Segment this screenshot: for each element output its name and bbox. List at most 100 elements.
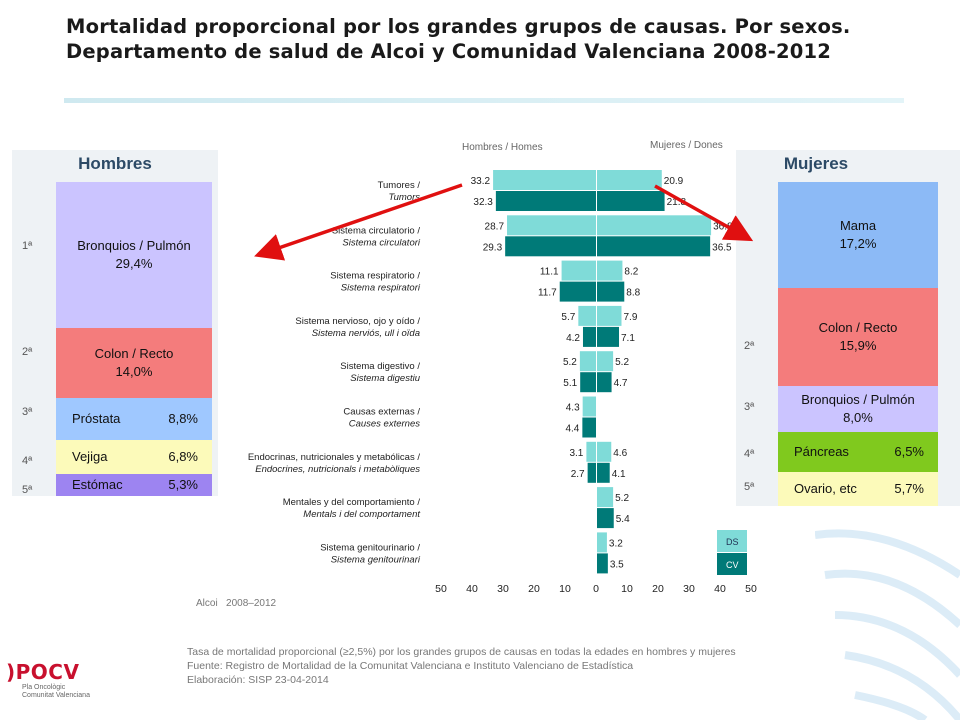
x-tick-label: 20 <box>652 583 664 595</box>
cause-name: Mama <box>839 218 877 233</box>
x-tick-label: 10 <box>559 583 571 595</box>
mujeres-rank-3: Bronquios / Pulmón 8,0% <box>778 386 938 432</box>
cause-value: 5,7% <box>894 481 924 496</box>
legend-cv-swatch <box>717 553 747 575</box>
cause-name: Páncreas <box>794 444 849 459</box>
bar-men-ds <box>582 396 596 417</box>
bar-men-ds <box>586 441 596 462</box>
cause-name: Colon / Recto <box>94 346 174 361</box>
bar-men-cv <box>505 236 596 257</box>
cause-value: 15,9% <box>839 338 877 353</box>
x-tick-label: 50 <box>435 583 447 595</box>
data-label: 7.1 <box>621 333 635 344</box>
rank-label: 4ª <box>22 455 33 467</box>
cause-value: 8,8% <box>168 411 198 426</box>
bar-women-cv <box>597 553 608 574</box>
data-label: 4.2 <box>566 333 580 344</box>
bar-women-ds <box>597 215 712 236</box>
cause-value: 29,4% <box>115 256 153 271</box>
category-label: Sistema nervioso, ojo y oído / <box>295 316 420 327</box>
bar-women-ds <box>597 305 622 326</box>
left-header: Hombres / Homes <box>462 142 543 153</box>
x-tick-label: 40 <box>466 583 478 595</box>
data-label: 8.8 <box>626 288 640 299</box>
data-label: 4.4 <box>565 424 579 435</box>
cause-value: 17,2% <box>839 236 877 251</box>
cause-name: Bronquios / Pulmón <box>801 392 915 407</box>
data-label: 32.3 <box>473 197 493 208</box>
data-label: 20.9 <box>664 176 684 187</box>
x-tick-label: 20 <box>528 583 540 595</box>
rank-label: 5ª <box>22 484 33 496</box>
data-label: 8.2 <box>624 267 638 278</box>
legend-cv-label: CV <box>726 560 739 570</box>
chart-source-label: Alcoi 2008–2012 <box>196 598 277 609</box>
bar-women-cv <box>597 326 620 347</box>
data-label: 4.1 <box>612 469 626 480</box>
category-label-valencian: Sistema circulatori <box>342 237 420 248</box>
data-label: 4.6 <box>613 448 627 459</box>
arrow-to-hombres <box>254 183 463 261</box>
category-label-valencian: Endocrines, nutricionals i metabòliques <box>255 464 420 475</box>
cause-name: Estómac <box>72 477 123 492</box>
data-label: 3.5 <box>610 559 624 570</box>
category-label-valencian: Sistema nerviós, ull i oïda <box>312 328 420 339</box>
data-label: 5.1 <box>563 378 577 389</box>
logo-name: POCV <box>15 660 80 684</box>
title-divider <box>64 98 904 103</box>
rank-label: 1ª <box>22 240 33 252</box>
hombres-rank-5: Estómac 5,3% <box>56 474 212 496</box>
cause-value: 6,8% <box>168 449 198 464</box>
hombres-title: Hombres <box>78 154 152 173</box>
pyramid-chart: Hombres / Homes Mujeres / Dones Tumores … <box>196 140 757 609</box>
bar-men-cv <box>580 372 596 393</box>
data-label: 21.8 <box>667 197 687 208</box>
bar-women-cv <box>597 281 625 302</box>
hombres-rank-1: Bronquios / Pulmón 29,4% <box>56 182 212 328</box>
hombres-panel: Hombres 1ª 2ª 3ª 4ª 5ª Bronquios / Pulmó… <box>12 150 218 496</box>
hombres-rank-3: Próstata 8,8% <box>56 398 212 440</box>
cause-name: Ovario, etc <box>794 481 857 496</box>
rank-label: 5ª <box>744 481 755 493</box>
category-label: Sistema digestivo / <box>340 361 420 372</box>
cause-value: 6,5% <box>894 444 924 459</box>
rank-label: 2ª <box>744 340 755 352</box>
bar-men-cv <box>582 417 596 438</box>
bar-men-ds <box>561 260 596 281</box>
bars: 33.2 20.932.3 21.828.7 36.829.3 36.511.1 8.21… <box>471 170 733 574</box>
category-label: Sistema genitourinario / <box>320 542 420 553</box>
x-tick-label: 30 <box>497 583 509 595</box>
data-label: 5.4 <box>616 514 630 525</box>
data-label: 7.9 <box>623 312 637 323</box>
bar-men-cv <box>587 462 596 483</box>
bar-women-ds <box>597 532 607 553</box>
cause-name: Bronquios / Pulmón <box>77 238 191 253</box>
logo-line2: Comunitat Valenciana <box>22 692 90 699</box>
footnote-line: Elaboración: SISP 23-04-2014 <box>187 674 329 686</box>
footnote: Tasa de mortalidad proporcional (≥2,5%) … <box>187 645 736 687</box>
bar-women-cv <box>597 191 665 211</box>
rank-label: 3ª <box>22 406 33 418</box>
right-header: Mujeres / Dones <box>650 140 723 151</box>
pocv-logo: )POCV Pla Oncològic Comunitat Valenciana <box>6 660 90 700</box>
hombres-rank-2: Colon / Recto 14,0% <box>56 328 212 398</box>
x-tick-label: 40 <box>714 583 726 595</box>
data-label: 5.7 <box>561 312 575 323</box>
x-tick-label: 30 <box>683 583 695 595</box>
data-label: 5.2 <box>563 357 577 368</box>
arrow-to-mujeres <box>654 184 754 242</box>
mujeres-rank-5: Ovario, etc 5,7% <box>778 472 938 506</box>
bar-men-cv <box>559 281 596 302</box>
category-label: Sistema respiratorio / <box>330 271 420 282</box>
bar-men-ds <box>579 351 596 372</box>
x-axis: 50 40 30 20 10 0 10 20 30 40 50 <box>435 583 757 595</box>
bar-women-ds <box>597 441 612 462</box>
data-label: 11.1 <box>540 267 559 278</box>
category-label: Endocrinas, nutricionales y metabólicas … <box>248 452 421 463</box>
cause-name: Próstata <box>72 411 121 426</box>
category-label-valencian: Sistema digestiu <box>350 373 420 384</box>
data-label: 4.7 <box>614 378 628 389</box>
logo-bracket-icon: ) <box>6 660 16 684</box>
bar-women-cv <box>597 462 610 483</box>
